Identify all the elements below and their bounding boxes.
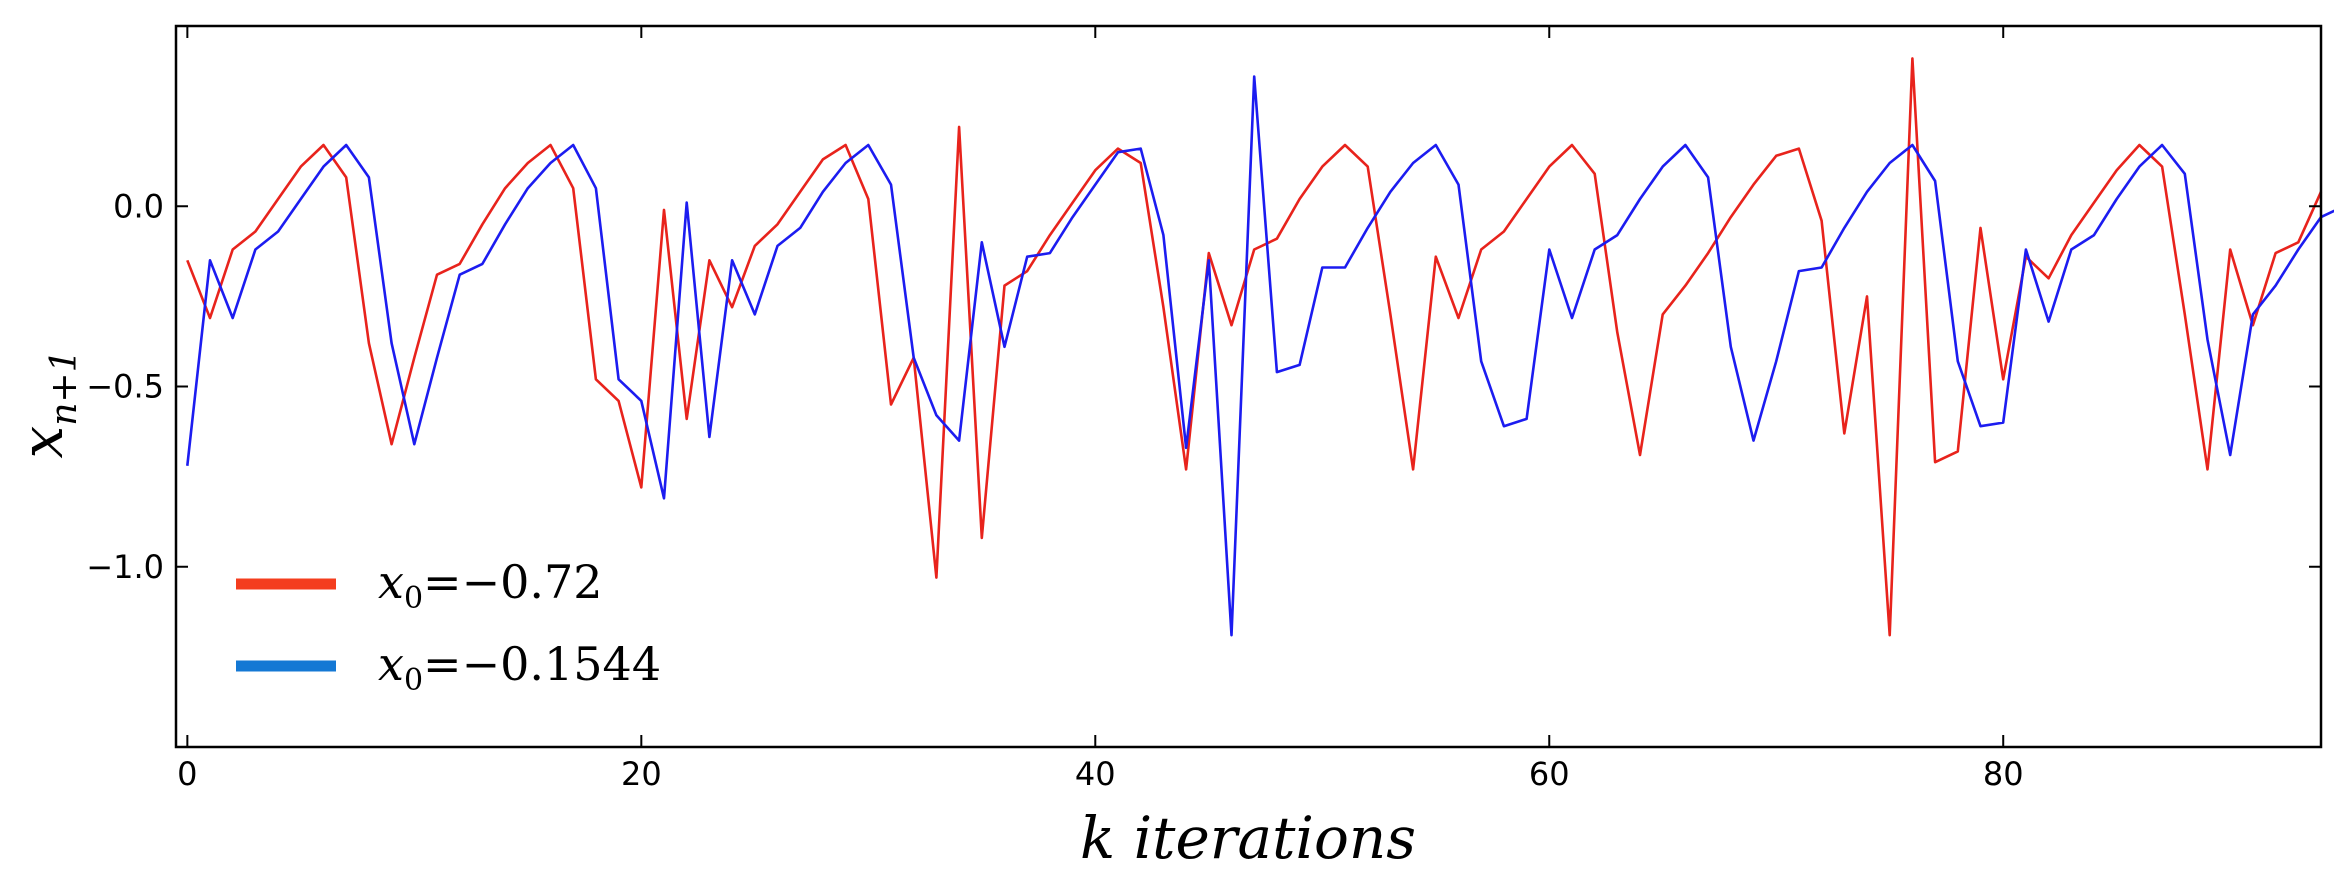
series-layer: [186, 57, 2334, 637]
legend-label-1: x0=−0.1544: [378, 637, 661, 698]
y-axis-title-var: x: [8, 426, 76, 459]
x-tick-label: 60: [1529, 755, 1570, 793]
ticks-layer: 0 20 40 60 80 0.0 −0.5 −1.0: [86, 26, 2321, 793]
series-line-1: [186, 75, 2334, 637]
svg-text:xn+1: xn+1: [8, 350, 85, 459]
x-tick-label: 40: [1075, 755, 1116, 793]
y-axis-title: xn+1: [8, 350, 85, 459]
legend-label-0: x0=−0.72: [378, 555, 603, 616]
legend: x0=−0.72 x0=−0.1544: [236, 555, 661, 698]
x-tick-label: 0: [177, 755, 197, 793]
x-tick-label: 20: [621, 755, 662, 793]
y-tick-label: −0.5: [86, 368, 164, 406]
series-line-0: [186, 57, 2323, 637]
x-axis-title: k iterations: [1080, 804, 1416, 872]
y-tick-label: 0.0: [113, 187, 164, 225]
x-tick-label: 80: [1983, 755, 2024, 793]
y-tick-label: −1.0: [86, 548, 164, 586]
y-axis-title-subscript: n+1: [44, 350, 85, 426]
